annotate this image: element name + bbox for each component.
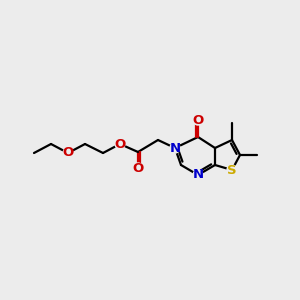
Circle shape [63, 148, 73, 158]
Text: N: N [169, 142, 181, 154]
Circle shape [227, 165, 237, 175]
Text: N: N [192, 169, 204, 182]
Circle shape [193, 115, 203, 125]
Text: O: O [62, 146, 74, 160]
Circle shape [133, 163, 143, 173]
Text: O: O [192, 113, 204, 127]
Circle shape [115, 139, 125, 149]
Text: S: S [227, 164, 237, 176]
Text: O: O [114, 137, 126, 151]
Text: O: O [132, 161, 144, 175]
Circle shape [170, 143, 180, 153]
Circle shape [193, 170, 203, 180]
